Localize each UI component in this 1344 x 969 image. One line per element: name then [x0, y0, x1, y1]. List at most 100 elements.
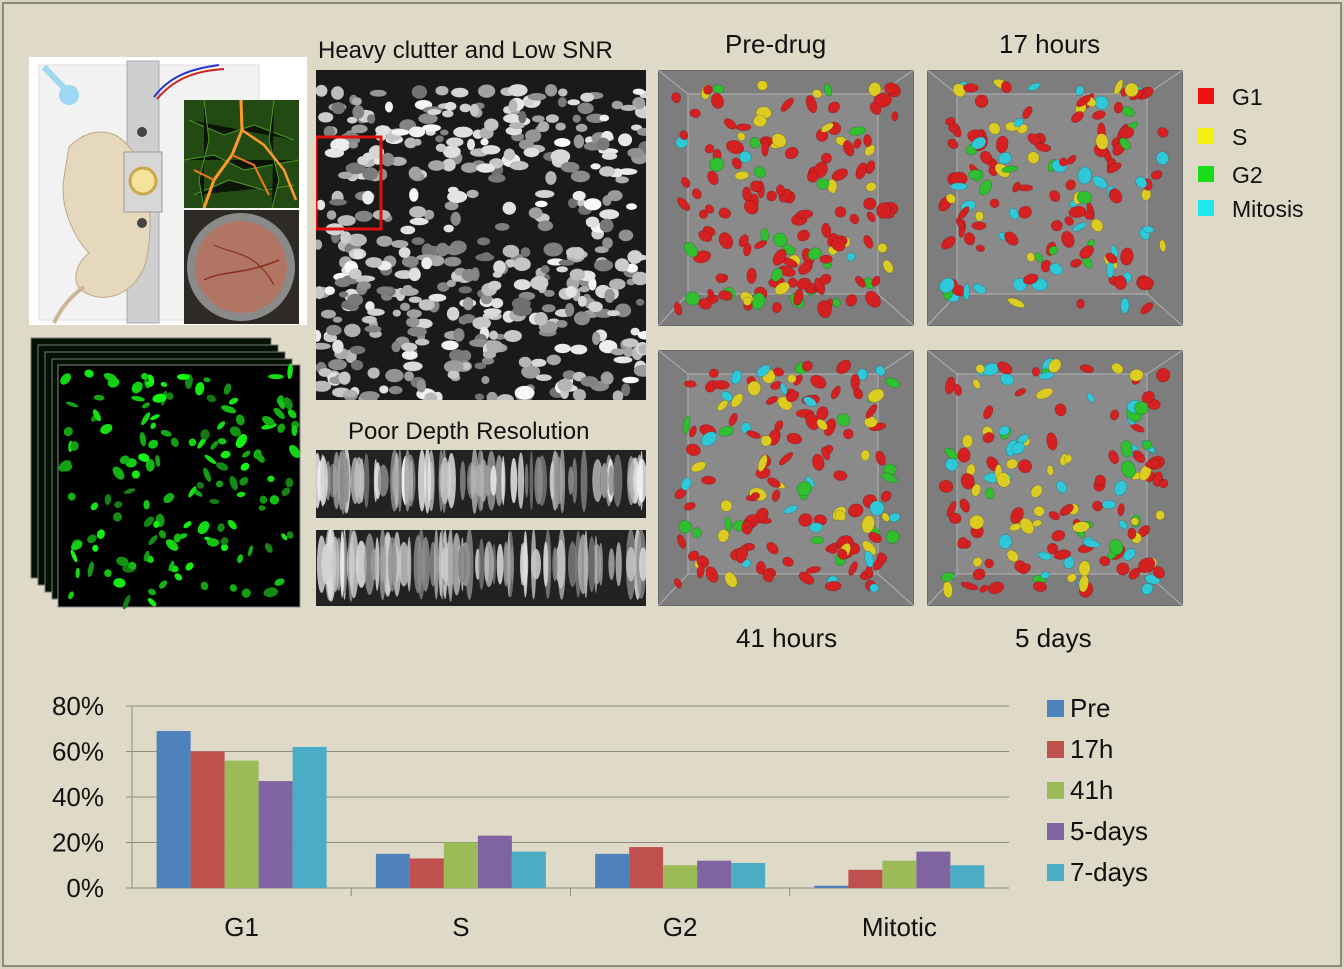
- g1-cell: [1004, 231, 1019, 246]
- cell-blob: [316, 84, 328, 97]
- mitosis-cell: [963, 283, 971, 301]
- s-cell: [690, 461, 707, 473]
- depth-title: Poor Depth Resolution: [348, 418, 590, 445]
- g1-cell: [761, 138, 769, 157]
- depth-streak: [571, 457, 578, 504]
- cell-blob: [554, 343, 571, 354]
- nucleus: [92, 544, 99, 552]
- g1-cell: [1065, 179, 1076, 191]
- depth-streak: [407, 536, 412, 592]
- g1-cell: [705, 566, 719, 583]
- cell-blob: [494, 223, 510, 231]
- nucleus: [248, 545, 253, 557]
- s-cell: [861, 514, 875, 534]
- nucleus: [70, 549, 78, 563]
- s-cell: [1030, 484, 1043, 498]
- g1-cell: [738, 234, 749, 248]
- g2-cell: [724, 516, 732, 532]
- cell-blob: [537, 220, 554, 232]
- cell-blob: [408, 166, 422, 180]
- bar-pre-g2: [595, 853, 630, 888]
- g2-cell: [968, 169, 982, 180]
- nucleus: [87, 561, 94, 578]
- cell-blob: [444, 151, 453, 158]
- g1-cell: [960, 472, 975, 490]
- cell-blob: [354, 210, 373, 222]
- depth-streak: [397, 450, 402, 513]
- cell-blob: [369, 89, 387, 97]
- nucleus: [183, 521, 192, 529]
- g1-cell: [843, 428, 854, 440]
- cell-blob: [437, 282, 450, 292]
- cell-blob: [328, 359, 347, 371]
- s-cell: [864, 144, 876, 157]
- cell-blob: [557, 378, 573, 392]
- cell-blob: [348, 141, 359, 149]
- mitosis-cell: [756, 364, 771, 378]
- depth-streak: [627, 456, 636, 506]
- cell-blob: [534, 312, 548, 326]
- cell-blob: [528, 207, 543, 219]
- cell-blob: [316, 342, 331, 350]
- cell-blob: [493, 260, 506, 275]
- cell-blob: [411, 85, 428, 99]
- cell-blob: [573, 134, 585, 149]
- cell-blob: [447, 190, 468, 203]
- cell-blob: [614, 258, 630, 272]
- g1-cell: [1018, 459, 1032, 474]
- depth-streak: [626, 546, 636, 582]
- nucleus: [200, 429, 210, 440]
- g1-cell: [685, 443, 701, 457]
- cell-blob: [556, 266, 568, 273]
- g1-cell: [677, 197, 691, 211]
- depth-streak: [398, 541, 410, 587]
- cell-blob: [408, 296, 422, 303]
- g1-cell: [817, 300, 832, 319]
- cell-blob: [324, 148, 345, 158]
- g2-cell: [709, 157, 725, 172]
- s-cell: [756, 80, 768, 91]
- cell-blob: [527, 93, 547, 101]
- g2-cell: [683, 241, 698, 258]
- s-cell: [862, 540, 877, 556]
- cell-blob: [367, 114, 376, 124]
- cell-blob: [409, 217, 429, 226]
- g1-cell: [865, 403, 878, 419]
- g1-cell: [806, 171, 819, 183]
- cell-blob: [557, 97, 567, 108]
- depth-streak: [600, 462, 609, 499]
- g1-cell: [1000, 81, 1012, 94]
- nucleus: [147, 597, 157, 607]
- cell-blob: [409, 188, 419, 202]
- nucleus: [287, 363, 293, 380]
- cell-blob: [444, 101, 457, 111]
- nucleus: [93, 394, 105, 401]
- g2-cell: [1120, 440, 1133, 458]
- g2-cell: [1119, 137, 1131, 151]
- g1-cell: [819, 254, 833, 264]
- green-nuclei: [58, 363, 301, 610]
- cell-blob: [362, 190, 374, 205]
- cell-blob: [318, 368, 332, 377]
- g1-cell: [812, 453, 825, 471]
- cell-blob: [453, 328, 465, 342]
- depth-streak: [524, 463, 529, 498]
- cell-blob: [577, 102, 594, 115]
- s-cell: [1019, 517, 1035, 535]
- cell-blob: [550, 149, 571, 164]
- y-tick-label: 0%: [66, 873, 104, 903]
- bar-5-days-g1: [258, 781, 293, 888]
- s-cell: [1063, 454, 1073, 464]
- cell-blob: [447, 370, 460, 379]
- cell-blob: [403, 361, 423, 372]
- cell-blob: [570, 344, 588, 355]
- mitosis-cell: [864, 550, 874, 568]
- cell-blob: [406, 317, 420, 328]
- mitosis-cell: [738, 150, 752, 164]
- x-tick-label: S: [452, 912, 469, 942]
- cell-blob: [580, 92, 595, 102]
- depth-streak: [355, 540, 367, 588]
- mitosis-cell: [1135, 176, 1148, 189]
- g1-cell: [1140, 302, 1154, 315]
